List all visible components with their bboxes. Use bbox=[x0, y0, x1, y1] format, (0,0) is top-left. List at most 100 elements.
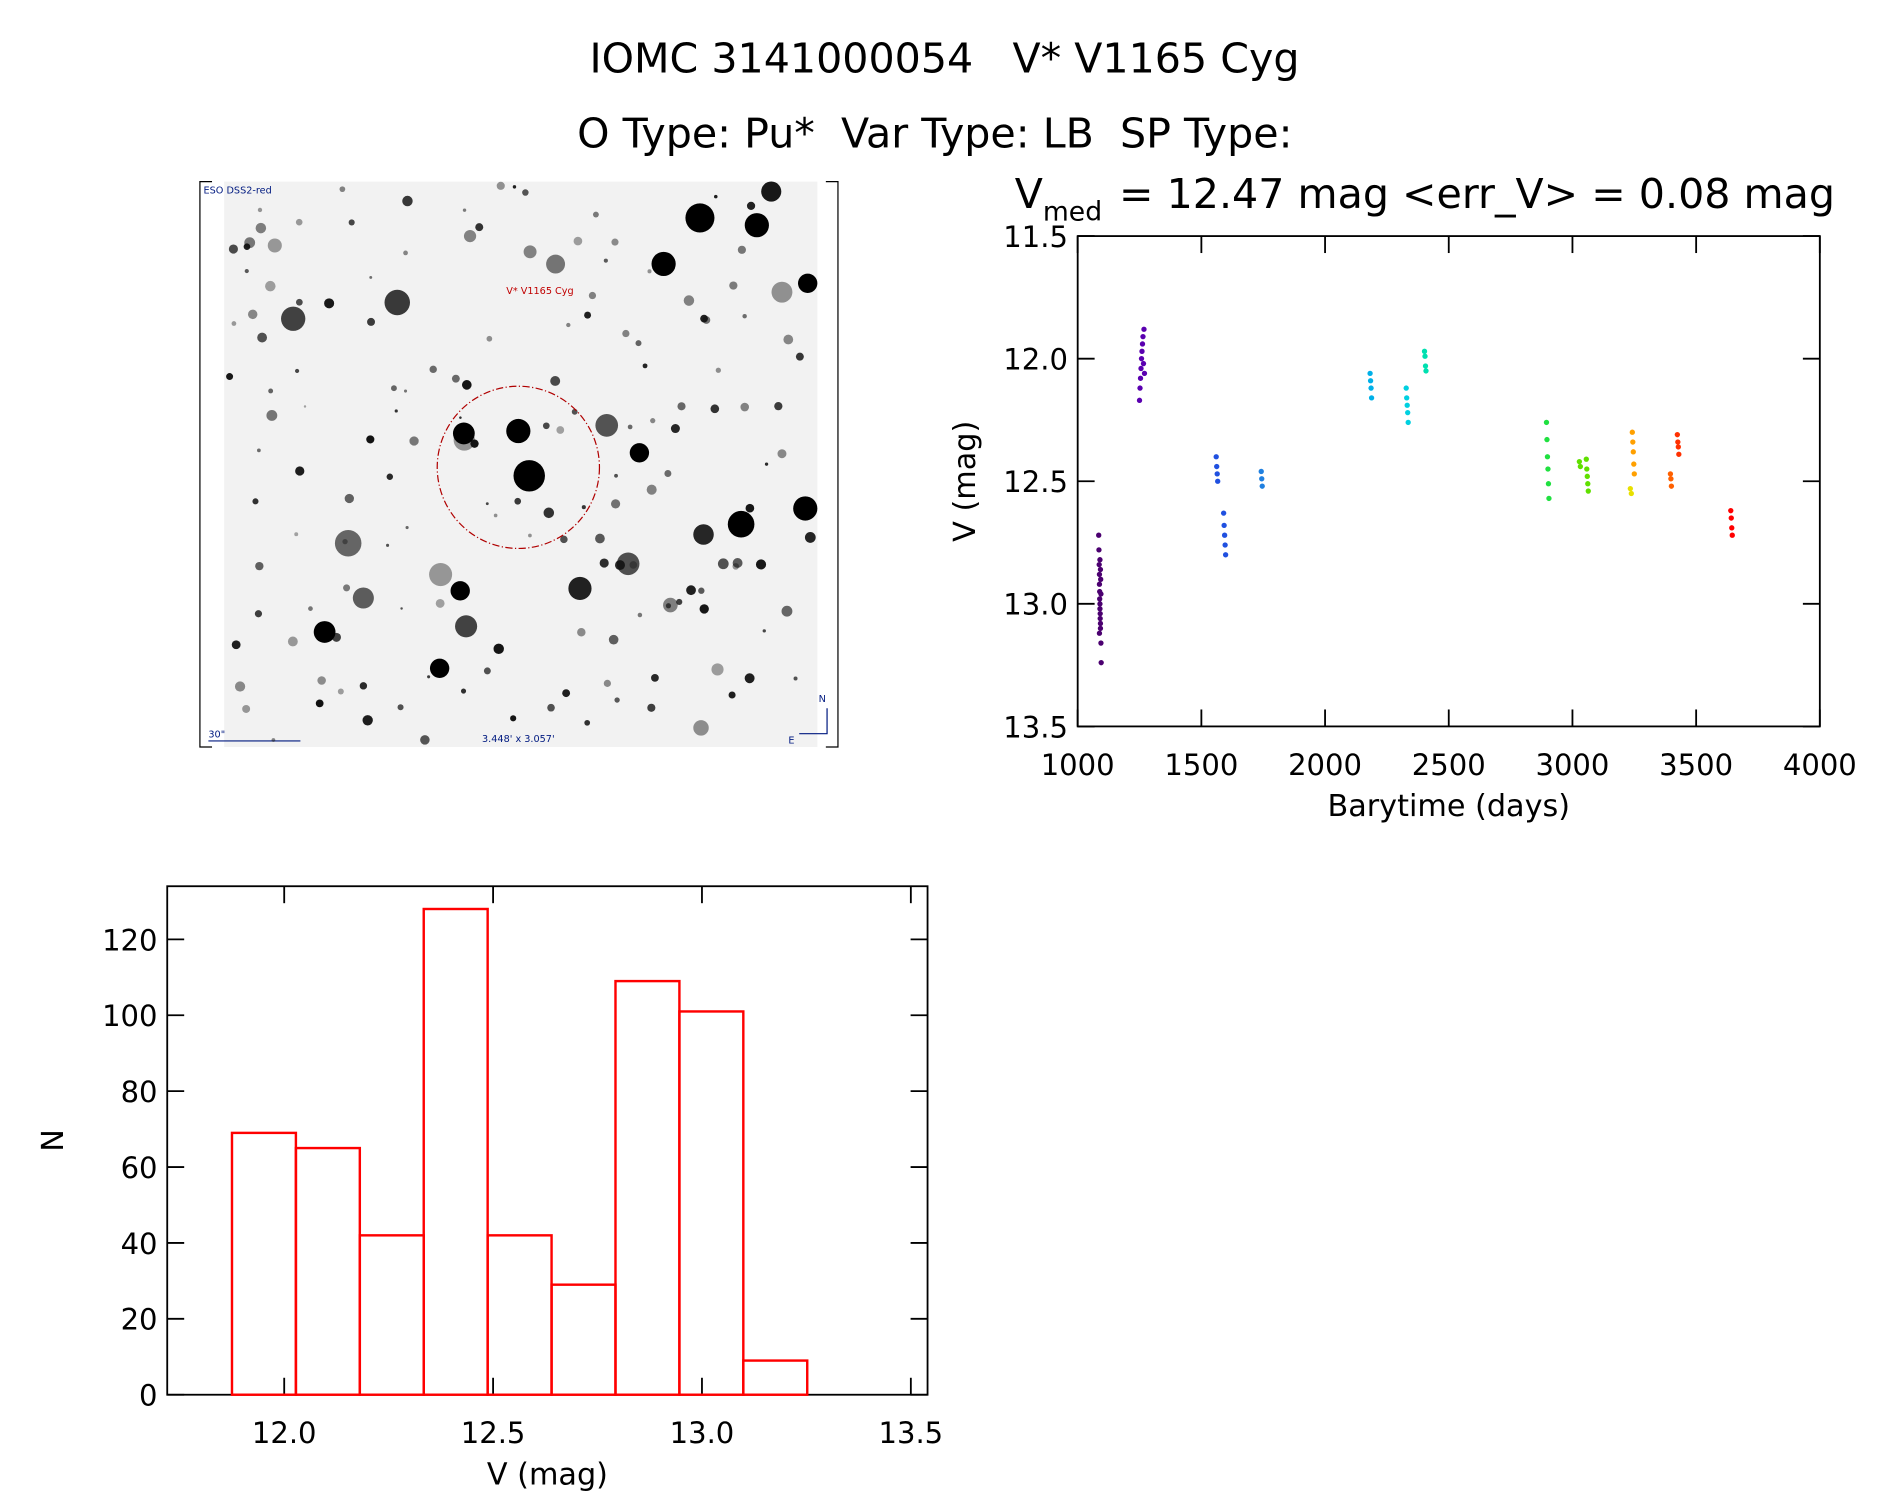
star bbox=[642, 363, 648, 369]
point bbox=[1630, 439, 1636, 445]
east-label: E bbox=[788, 735, 794, 746]
star bbox=[742, 313, 747, 319]
point bbox=[1630, 449, 1636, 455]
star bbox=[369, 275, 373, 279]
star bbox=[451, 374, 460, 383]
point bbox=[1097, 596, 1103, 602]
star bbox=[475, 223, 484, 232]
star bbox=[400, 607, 403, 610]
star bbox=[595, 533, 605, 544]
star bbox=[429, 658, 450, 678]
star bbox=[670, 424, 680, 434]
star bbox=[294, 368, 300, 374]
star bbox=[568, 576, 592, 601]
point bbox=[1403, 385, 1409, 391]
star bbox=[744, 673, 755, 684]
point bbox=[1728, 508, 1734, 514]
x-tick-label: 4000 bbox=[1783, 748, 1857, 782]
star bbox=[550, 375, 561, 386]
star bbox=[523, 245, 537, 259]
star bbox=[693, 720, 709, 736]
point bbox=[1096, 581, 1103, 587]
star bbox=[470, 439, 479, 448]
star bbox=[367, 317, 376, 326]
point bbox=[1140, 333, 1146, 340]
point bbox=[1097, 601, 1103, 607]
star bbox=[581, 505, 586, 510]
star bbox=[339, 186, 346, 193]
star bbox=[267, 238, 282, 253]
point bbox=[1259, 476, 1265, 482]
point bbox=[1141, 326, 1147, 332]
y-tick-label: 60 bbox=[121, 1151, 158, 1185]
y-tick-label: 13.0 bbox=[1003, 588, 1068, 622]
star bbox=[459, 416, 462, 419]
point bbox=[1583, 456, 1589, 462]
bar bbox=[230, 1131, 298, 1396]
star bbox=[429, 563, 453, 587]
title-rest: = 12.47 mag <err_V> = 0.08 mag bbox=[1119, 170, 1835, 218]
star bbox=[622, 329, 630, 338]
star bbox=[599, 558, 609, 568]
point bbox=[1667, 471, 1674, 477]
point bbox=[1098, 640, 1104, 646]
star bbox=[391, 385, 397, 392]
survey-label: ESO DSS2-red bbox=[204, 186, 272, 197]
star bbox=[271, 738, 276, 742]
star bbox=[514, 497, 522, 505]
star bbox=[463, 230, 477, 243]
star bbox=[595, 414, 619, 437]
star bbox=[317, 676, 326, 685]
x-tick-label: 3500 bbox=[1659, 748, 1733, 782]
sky-image: ESO DSS2-red 30" 3.448' x 3.057' N E V* … bbox=[199, 180, 839, 748]
point bbox=[1545, 481, 1552, 487]
point bbox=[1405, 419, 1411, 426]
star bbox=[764, 462, 769, 466]
star bbox=[664, 470, 672, 477]
star bbox=[793, 676, 798, 681]
star bbox=[683, 295, 695, 306]
star bbox=[777, 449, 787, 459]
point bbox=[1631, 471, 1637, 477]
bar bbox=[678, 1010, 745, 1396]
star bbox=[294, 532, 299, 537]
star bbox=[562, 689, 571, 698]
star bbox=[231, 321, 237, 326]
star bbox=[685, 203, 715, 233]
star bbox=[774, 402, 783, 411]
star bbox=[676, 598, 683, 606]
star bbox=[485, 502, 489, 506]
star bbox=[611, 238, 619, 246]
star bbox=[522, 189, 529, 196]
star bbox=[254, 610, 263, 618]
x-axis-label: Barytime (days) bbox=[1327, 789, 1570, 824]
point bbox=[1096, 561, 1102, 568]
point bbox=[1221, 532, 1228, 538]
star bbox=[337, 688, 344, 695]
point bbox=[1096, 532, 1102, 538]
point bbox=[1674, 432, 1681, 438]
star bbox=[403, 250, 408, 256]
point bbox=[1137, 385, 1143, 391]
y-tick-label: 120 bbox=[102, 923, 157, 957]
star bbox=[556, 426, 565, 434]
point bbox=[1097, 566, 1104, 573]
point bbox=[1098, 591, 1104, 597]
point bbox=[1136, 397, 1143, 404]
star bbox=[257, 448, 261, 453]
star bbox=[592, 211, 599, 218]
star bbox=[783, 334, 794, 345]
star bbox=[405, 525, 409, 530]
point bbox=[1421, 348, 1428, 354]
star bbox=[462, 208, 467, 212]
star bbox=[793, 496, 818, 521]
star bbox=[265, 280, 276, 292]
star bbox=[614, 697, 620, 703]
star bbox=[231, 640, 241, 650]
x-tick-label: 13.0 bbox=[670, 1416, 735, 1450]
point bbox=[1422, 363, 1429, 369]
star bbox=[651, 251, 676, 277]
title-subscript: med bbox=[1043, 196, 1102, 227]
point bbox=[1137, 375, 1144, 381]
point bbox=[1097, 615, 1103, 622]
